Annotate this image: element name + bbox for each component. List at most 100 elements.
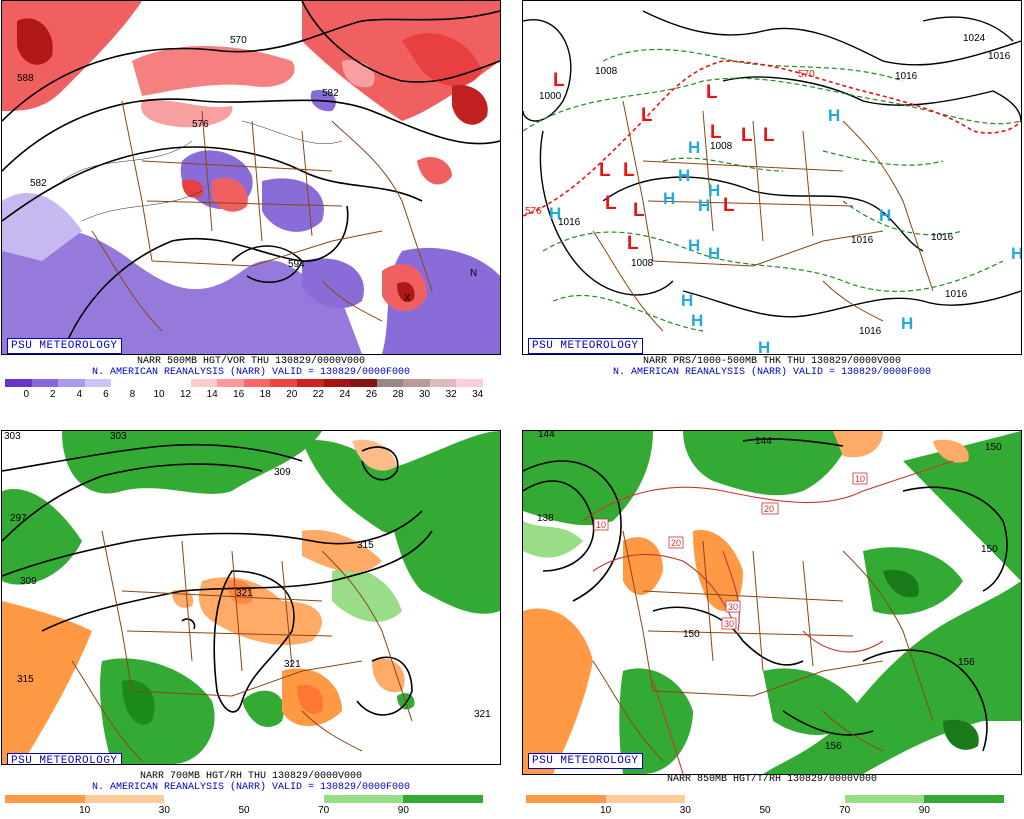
high-pressure-marker: H — [901, 314, 913, 333]
colorbar-segment — [685, 795, 765, 803]
colorbar — [5, 379, 483, 387]
height-label: 150 — [981, 544, 998, 555]
isobar-label: 1008 — [710, 141, 733, 152]
panel-850mb-rh: 144 144 150 138 150 150 156 156 10 20 20… — [522, 430, 1022, 819]
isobar-label: 1008 — [595, 66, 618, 77]
panel-caption: NARR 850MB HGT/T/RH 130829/0000V000 — [666, 774, 878, 785]
high-pressure-marker: H — [678, 166, 690, 185]
temperature-label: 30 — [724, 619, 734, 629]
colorbar-segment — [526, 795, 606, 803]
isobar-label: 1016 — [945, 289, 968, 300]
high-pressure-marker: H — [681, 291, 693, 310]
colorbar-segment — [84, 795, 165, 803]
colorbar-tick-label: 20 — [286, 389, 298, 400]
isobar-label: 1016 — [931, 232, 954, 243]
colorbar-segment — [456, 379, 483, 387]
height-label: 144 — [538, 431, 555, 440]
low-pressure-marker: L — [641, 105, 653, 126]
low-pressure-marker: L — [741, 125, 753, 146]
colorbar-segment — [5, 795, 85, 803]
low-pressure-marker: L — [553, 70, 565, 91]
high-pressure-marker: H — [708, 181, 720, 200]
high-pressure-marker: H — [828, 106, 840, 125]
colorbar-tick-label: 24 — [339, 389, 351, 400]
colorbar-segment — [84, 379, 112, 387]
colorbar-tick-label: 16 — [233, 389, 245, 400]
map-label: 570 — [230, 35, 247, 46]
map-label: 588 — [17, 73, 34, 84]
low-pressure-marker: L — [723, 195, 735, 216]
temperature-label: 20 — [671, 538, 681, 548]
high-pressure-marker: H — [688, 236, 700, 255]
panel-caption: NARR 500MB HGT/VOR THU 130829/0000V000 — [136, 356, 366, 367]
isobar-label: 1016 — [851, 235, 874, 246]
colorbar-tick-label: 90 — [397, 805, 409, 816]
isobar-label: 1008 — [631, 258, 654, 269]
map-pressure-thickness: L L L L L L L L L L L L H H H H H H — [522, 0, 1022, 355]
high-pressure-marker: H — [663, 189, 675, 208]
temperature-label: 10 — [855, 474, 865, 484]
colorbar-tick-label: 26 — [365, 389, 378, 400]
height-label: 138 — [537, 513, 554, 524]
height-label: 150 — [985, 442, 1002, 453]
colorbar-tick-label: 12 — [180, 389, 192, 400]
colorbar-segment — [403, 795, 483, 803]
colorbar-tick-label: 30 — [679, 805, 691, 816]
low-pressure-marker: L — [633, 200, 645, 221]
rh-temp-field: 144 144 150 138 150 150 156 156 10 20 20… — [523, 431, 1021, 774]
isobar-label: 1016 — [895, 71, 918, 82]
colorbar-segment — [270, 379, 298, 387]
colorbar-tick-label: 10 — [153, 389, 165, 400]
colorbar-ticks: 0 2 4 6 8 10 12 14 16 18 20 22 24 26 28 30 32 34 — [5, 389, 483, 401]
map-700mb-rh: 303 303 309 297 309 315 321 321 315 321 … — [1, 430, 501, 765]
rh-field: 303 303 309 297 309 315 321 321 315 321 — [2, 431, 500, 764]
vorticity-field: 588 582 594 570 582 576 N X — [2, 1, 500, 354]
colorbar-segment — [243, 795, 324, 803]
colorbar-tick-label: 14 — [206, 389, 218, 400]
colorbar-tick-label: 4 — [76, 389, 83, 400]
low-pressure-marker: L — [623, 160, 635, 181]
colorbar-segment — [217, 379, 244, 387]
low-pressure-marker: L — [763, 125, 775, 146]
psu-watermark: PSU METEOROLOGY — [7, 338, 122, 354]
colorbar — [5, 795, 483, 803]
colorbar-tick-label: 32 — [445, 389, 457, 400]
colorbar-segment — [844, 795, 925, 803]
map-label: 582 — [30, 178, 47, 189]
colorbar-tick-label: 28 — [392, 389, 404, 400]
panel-caption-valid: N. AMERICAN REANALYSIS (NARR) VALID = 13… — [612, 367, 932, 378]
colorbar-segment — [58, 379, 85, 387]
colorbar-tick-label: 50 — [759, 805, 771, 816]
temperature-label: 10 — [596, 520, 606, 530]
colorbar-ticks: 10 30 50 70 90 — [526, 805, 1004, 817]
colorbar-segment — [764, 795, 845, 803]
panel-700mb-rh: 303 303 309 297 309 315 321 321 315 321 … — [1, 430, 501, 819]
colorbar-tick-label: 70 — [318, 805, 330, 816]
height-label: 315 — [357, 540, 374, 551]
map-label: 594 — [288, 259, 305, 270]
height-label: 144 — [755, 436, 772, 447]
colorbar-tick-label: 10 — [600, 805, 612, 816]
thickness-label: 570 — [798, 69, 815, 80]
colorbar-tick-label: 6 — [103, 389, 109, 400]
psu-watermark: PSU METEOROLOGY — [528, 753, 643, 769]
colorbar-tick-label: 10 — [79, 805, 91, 816]
psu-watermark: PSU METEOROLOGY — [528, 338, 643, 354]
isobar-label: 1016 — [859, 326, 882, 337]
colorbar — [526, 795, 1004, 803]
height-label: 321 — [284, 659, 301, 670]
height-label: 303 — [110, 431, 127, 442]
isobar-label: 1024 — [963, 33, 986, 44]
colorbar-segment — [924, 795, 1004, 803]
map-label: X — [404, 293, 411, 304]
low-pressure-marker: L — [710, 122, 722, 143]
colorbar-segment — [31, 379, 59, 387]
high-pressure-marker: H — [758, 338, 770, 354]
height-label: 156 — [825, 741, 842, 752]
high-pressure-marker: H — [1011, 244, 1021, 263]
colorbar-tick-label: 22 — [312, 389, 324, 400]
isobar-label: 1016 — [988, 51, 1011, 62]
isobar-label: 1000 — [539, 91, 562, 102]
height-label: 150 — [683, 629, 700, 640]
height-label: 309 — [274, 467, 291, 478]
